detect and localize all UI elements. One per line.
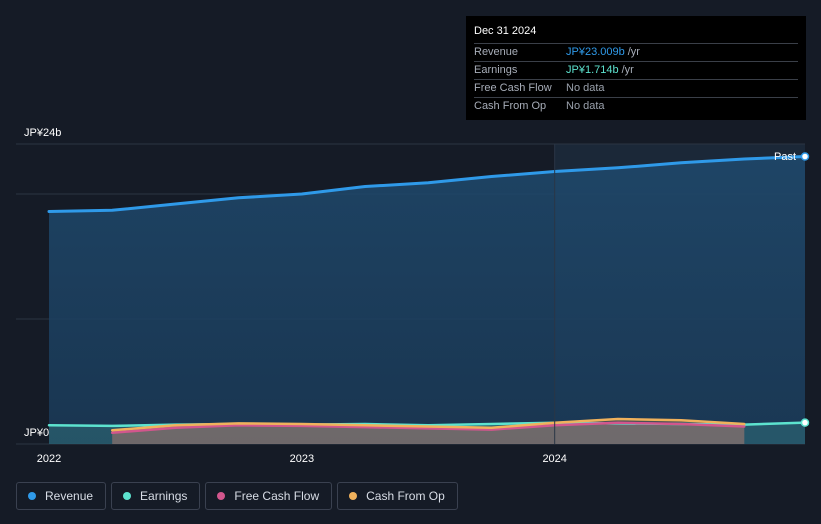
y-axis-bottom-label: JP¥0 <box>24 427 49 439</box>
legend-label: Free Cash Flow <box>234 489 320 503</box>
area-earnings <box>49 422 805 444</box>
tooltip-unit: /yr <box>627 46 640 58</box>
legend-label: Cash From Op <box>366 489 445 503</box>
legend-item-revenue[interactable]: Revenue <box>16 482 107 510</box>
line-cash-from-op <box>110 417 746 432</box>
legend-item-cash-from-op[interactable]: Cash From Op <box>337 482 458 510</box>
free-cash-flow-dot-icon <box>217 492 226 500</box>
tooltip-value: No data <box>566 100 605 112</box>
endpoint-marker-revenue <box>800 152 810 161</box>
legend-item-free-cash-flow[interactable]: Free Cash Flow <box>205 482 333 510</box>
tooltip-label: Cash From Op <box>474 100 547 112</box>
tooltip-value: No data <box>566 82 605 94</box>
tooltip-row-revenue: Revenue JP¥23.009b /yr <box>474 44 798 62</box>
past-label: Past <box>774 151 796 163</box>
tooltip-label: Earnings <box>474 64 518 76</box>
tooltip-label: Free Cash Flow <box>474 82 552 94</box>
legend-label: Earnings <box>140 489 188 503</box>
chart-legend: Revenue Earnings Free Cash Flow Cash Fro… <box>16 482 458 510</box>
line-revenue <box>47 155 807 213</box>
y-axis-top-label: JP¥24b <box>24 127 61 139</box>
tooltip-date: Dec 31 2024 <box>474 24 798 44</box>
tooltip-value: JP¥1.714b <box>566 64 619 76</box>
tooltip-row-earnings: Earnings JP¥1.714b /yr <box>474 62 798 80</box>
tooltip-unit: /yr <box>621 64 634 76</box>
legend-label: Revenue <box>45 489 94 503</box>
area-free-cash-flow <box>112 422 745 444</box>
cash-from-op-dot-icon <box>349 492 358 500</box>
x-tick-label: 2024 <box>542 453 566 465</box>
endpoint-marker-earnings <box>800 418 810 427</box>
area-revenue <box>49 156 805 444</box>
tooltip-panel: Dec 31 2024 Revenue JP¥23.009b /yr Earni… <box>466 16 806 120</box>
legend-item-earnings[interactable]: Earnings <box>111 482 201 510</box>
tooltip-value: JP¥23.009b <box>566 46 625 58</box>
tooltip-row-cash-from-op: Cash From Op No data <box>474 98 798 115</box>
x-tick-label: 2023 <box>290 453 314 465</box>
tooltip-row-free-cash-flow: Free Cash Flow No data <box>474 80 798 98</box>
revenue-dot-icon <box>28 492 36 500</box>
earnings-dot-icon <box>123 492 132 500</box>
tooltip-label: Revenue <box>474 46 519 58</box>
x-tick-label: 2022 <box>37 453 61 465</box>
line-free-cash-flow <box>110 421 746 435</box>
